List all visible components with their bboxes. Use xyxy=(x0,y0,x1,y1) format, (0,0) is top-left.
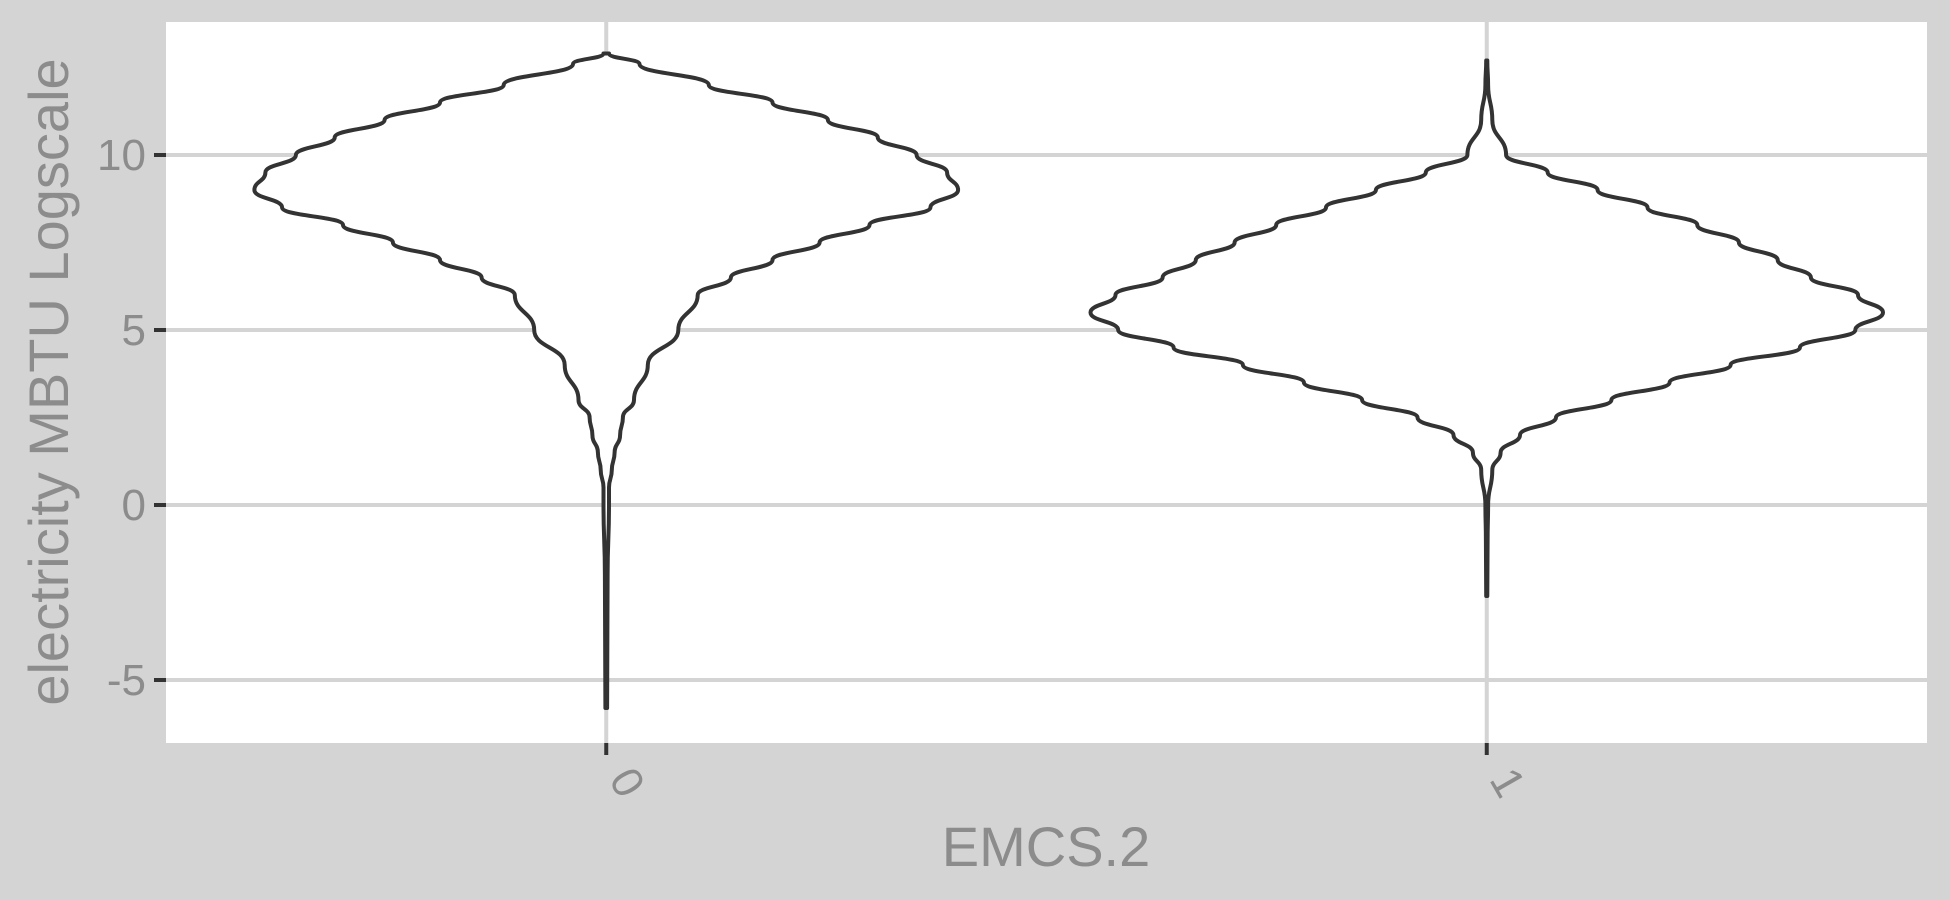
x-axis-title: EMCS.2 xyxy=(942,815,1151,878)
y-tick-label: 0 xyxy=(122,481,146,530)
violin-1 xyxy=(1088,58,1885,598)
y-tick-label: 10 xyxy=(97,131,146,180)
violins xyxy=(252,51,1885,711)
y-axis-title: electricity MBTU Logscale xyxy=(17,58,80,705)
violin-0 xyxy=(252,51,961,711)
y-tick-label: 5 xyxy=(122,306,146,355)
y-tick-label: -5 xyxy=(107,656,146,705)
